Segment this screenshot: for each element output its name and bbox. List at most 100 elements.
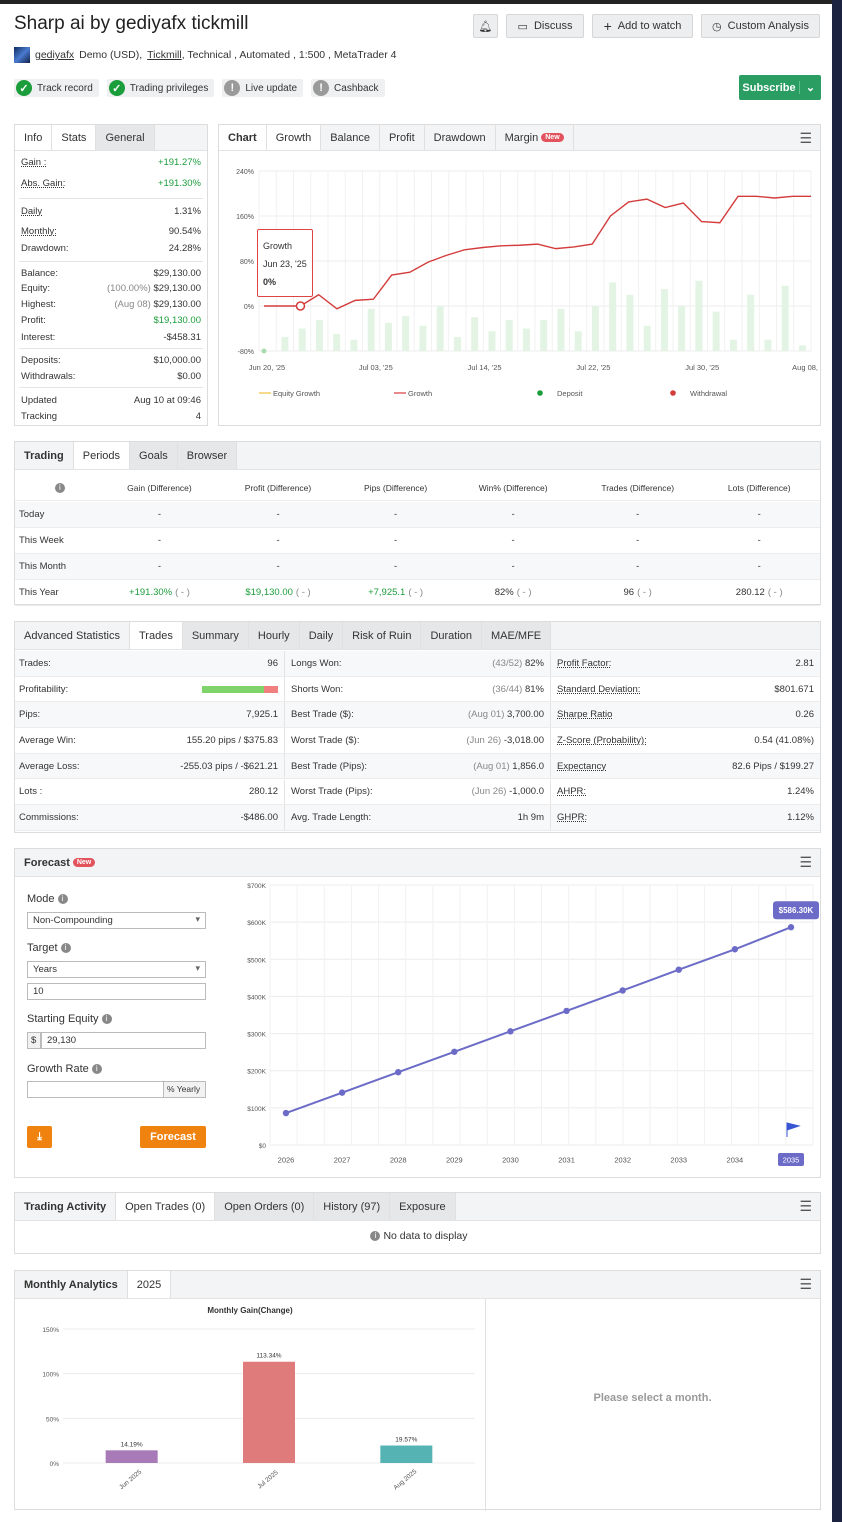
download-icon: ⤓: [37, 1130, 42, 1143]
notify-button[interactable]: 🔔︎: [473, 14, 498, 38]
tab-trades[interactable]: Trades: [130, 622, 183, 649]
target-select[interactable]: Years: [27, 961, 206, 978]
chevron-down-icon[interactable]: ⌄: [799, 81, 821, 94]
tab-chart[interactable]: Chart: [219, 125, 267, 150]
tab-risk-of-ruin[interactable]: Risk of Ruin: [343, 622, 422, 649]
tab-advanced-statistics[interactable]: Advanced Statistics: [15, 622, 130, 649]
tab-daily[interactable]: Daily: [299, 622, 344, 649]
stat-value: -3,018.00: [503, 734, 544, 746]
tab-history[interactable]: History (97): [314, 1193, 391, 1220]
tab-info[interactable]: Info: [15, 125, 53, 150]
stat-cell: Trades: 96: [15, 651, 285, 676]
tab-stats[interactable]: Stats: [52, 125, 97, 150]
tab-mae-mfe[interactable]: MAE/MFE: [482, 622, 552, 649]
tab-2025[interactable]: 2025: [127, 1271, 172, 1298]
mode-select[interactable]: Non-Compounding: [27, 912, 206, 929]
tab-general[interactable]: General: [96, 125, 155, 150]
stat-value: 81%: [524, 683, 544, 695]
warning-icon: !: [313, 80, 330, 96]
profitability-win: [202, 685, 265, 693]
tab-exposure[interactable]: Exposure: [390, 1193, 456, 1220]
stat-label[interactable]: GHPR:: [557, 812, 588, 824]
tab-trading-activity[interactable]: Trading Activity: [15, 1193, 117, 1220]
tab-growth[interactable]: Growth: [266, 125, 322, 150]
cell-value: -: [636, 561, 640, 572]
growth-rate-input[interactable]: [27, 1081, 164, 1098]
settings-icon[interactable]: ☰: [799, 854, 812, 870]
forecast-button[interactable]: Forecast: [140, 1126, 206, 1148]
tab-monthly-analytics[interactable]: Monthly Analytics: [15, 1271, 128, 1298]
x-tick-label: Aug 08, '25: [792, 363, 820, 372]
table-row: This Week - - - - - -: [15, 528, 820, 554]
table-cell: -: [342, 509, 450, 520]
settings-icon[interactable]: ☰: [799, 1276, 812, 1292]
discuss-button[interactable]: ▭ Discuss: [506, 14, 584, 38]
info-icon: i: [57, 894, 68, 905]
x-tick-label: 2033: [670, 1156, 687, 1165]
tab-open-trades[interactable]: Open Trades (0): [116, 1193, 216, 1220]
col-trades: Trades (Difference): [601, 482, 675, 493]
y-tick-label: $100K: [247, 1106, 266, 1113]
table-cell: -: [214, 535, 342, 546]
tab-periods[interactable]: Periods: [73, 442, 131, 469]
table-row: This Year +191.30%( - ) $19,130.00( - ) +7,…: [15, 580, 820, 606]
badge-track-record[interactable]: ✓ Track record: [14, 79, 99, 97]
x-tick-label: 2031: [558, 1156, 575, 1165]
stat-date: (Jun 26): [471, 786, 507, 798]
growth-line: [264, 195, 811, 310]
stat-label[interactable]: Z-Score (Probability):: [557, 734, 647, 746]
subscribe-button[interactable]: Subscribe ⌄: [739, 75, 821, 100]
tab-profit[interactable]: Profit: [380, 125, 425, 150]
stat-label[interactable]: Profit Factor:: [557, 657, 612, 669]
stat-label: Best Trade ($):: [291, 709, 354, 721]
x-tick-label: 2030: [502, 1156, 519, 1165]
col-pips: Pips (Difference): [364, 482, 428, 493]
forecast-title: Forecast New: [15, 849, 104, 876]
settings-icon[interactable]: ☰: [799, 1198, 812, 1214]
y-tick-label: $300K: [247, 1032, 266, 1039]
stat-cell: Best Trade (Pips): (Aug 01) 1,856.0: [285, 753, 551, 779]
tab-margin[interactable]: Margin New: [496, 125, 574, 150]
broker-link[interactable]: Tickmill: [147, 49, 182, 61]
equity-input[interactable]: 29,130: [41, 1032, 206, 1049]
empty-state: i No data to display: [15, 1230, 820, 1242]
custom-analysis-button[interactable]: ◷ Custom Analysis: [701, 14, 820, 38]
badge-live-update[interactable]: ! Live update: [222, 79, 304, 97]
tab-drawdown[interactable]: Drawdown: [425, 125, 496, 150]
tab-trading[interactable]: Trading: [15, 442, 74, 469]
x-tick-label: Jul 22, '25: [576, 363, 610, 372]
user-link[interactable]: gediyafx: [35, 49, 75, 61]
cell-value: -: [393, 535, 398, 546]
tab-goals[interactable]: Goals: [130, 442, 178, 469]
tab-open-orders[interactable]: Open Orders (0): [215, 1193, 315, 1220]
badge-trading-privileges[interactable]: ✓ Trading privileges: [106, 79, 215, 97]
table-cell: 82%( - ): [449, 587, 577, 598]
tab-hourly[interactable]: Hourly: [248, 622, 300, 649]
stat-label: Best Trade (Pips):: [291, 760, 368, 772]
tab-duration[interactable]: Duration: [421, 622, 483, 649]
profit-row: Profit: $19,130.00: [21, 315, 201, 326]
col-win: Win% (Difference): [478, 482, 548, 493]
tab-browser[interactable]: Browser: [177, 442, 238, 469]
warning-icon: !: [224, 80, 241, 96]
tab-balance[interactable]: Balance: [321, 125, 380, 150]
stat-label[interactable]: Sharpe Ratio: [557, 709, 613, 721]
table-cell: 280.12( - ): [698, 587, 820, 598]
clock-icon: ◷: [712, 20, 722, 33]
cell-value: -: [757, 561, 761, 572]
stat-label[interactable]: AHPR:: [557, 786, 587, 798]
download-button[interactable]: ⤓: [27, 1126, 52, 1148]
stat-label[interactable]: Expectancy: [557, 760, 607, 772]
updated-row: Updated Aug 10 at 09:46: [21, 395, 201, 406]
add-to-watch-button[interactable]: + Add to watch: [592, 14, 693, 38]
row-label: This Week: [19, 535, 64, 546]
table-cell: -: [577, 509, 699, 520]
settings-icon[interactable]: ☰: [799, 130, 812, 146]
badge-cashback[interactable]: ! Cashback: [311, 79, 385, 97]
stat-cell: Lots : 280.12: [15, 779, 285, 805]
monthly-bar: [243, 1361, 295, 1463]
years-input[interactable]: 10: [27, 983, 206, 1000]
stat-label[interactable]: Standard Deviation:: [557, 683, 641, 695]
tab-summary[interactable]: Summary: [182, 622, 249, 649]
